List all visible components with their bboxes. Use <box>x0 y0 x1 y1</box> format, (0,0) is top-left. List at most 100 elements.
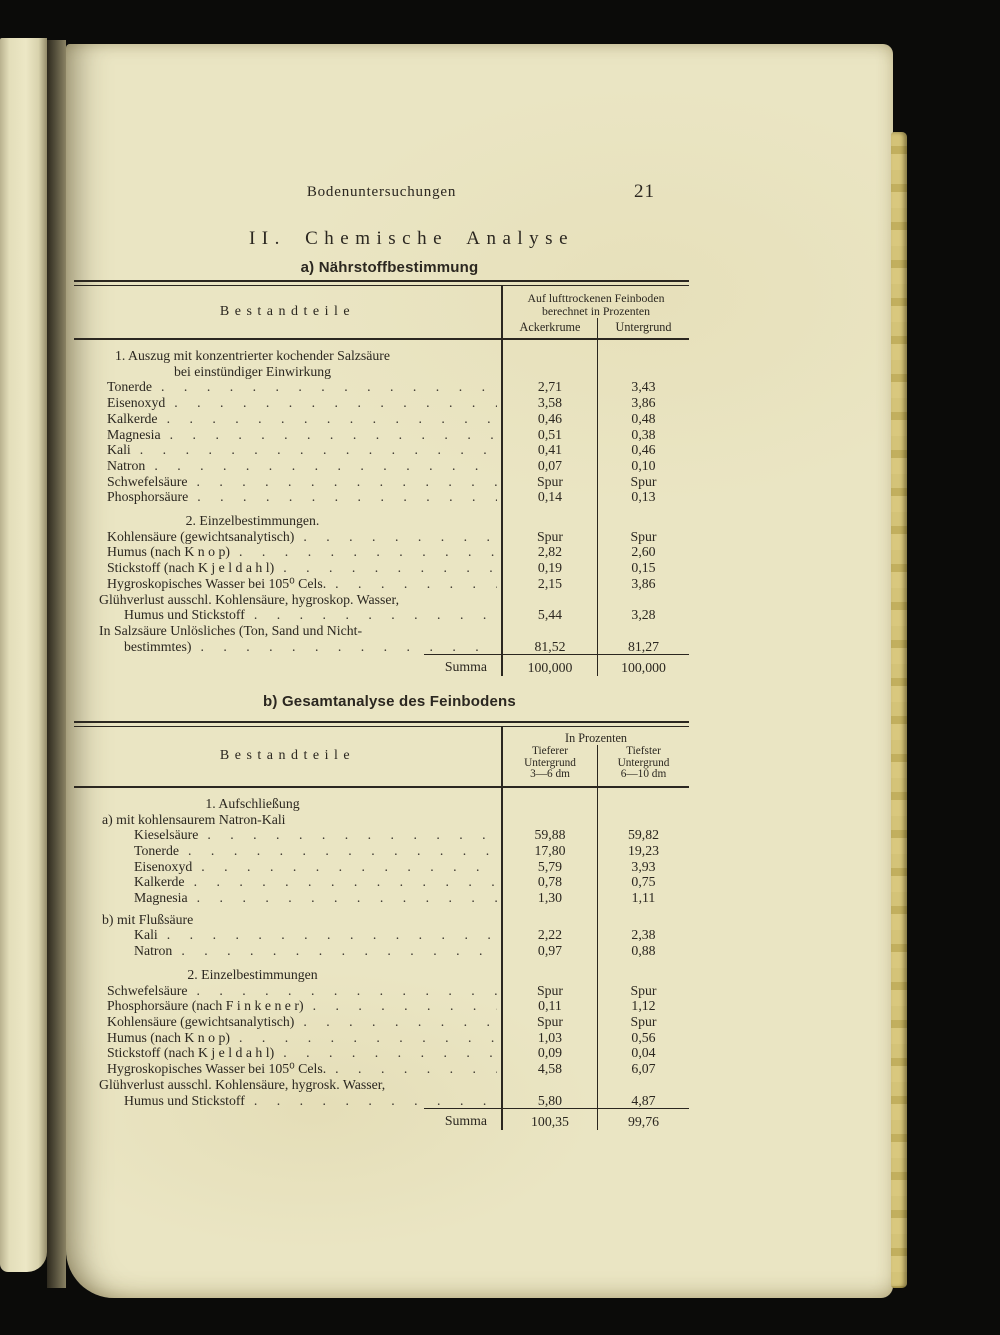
row-label: a) mit kohlensaurem Natron-Kali <box>102 811 286 827</box>
row-value: 0,51 <box>501 426 597 443</box>
row-value: Spur <box>501 982 597 999</box>
row-label: Stickstoff (nach K j e l d a h l). . . .… <box>74 560 501 576</box>
row-value: 2,60 <box>597 544 689 561</box>
subsection-a-heading: a) Nährstoffbestimmung <box>300 259 479 276</box>
column-header-tieferer-untergrund: Tieferer Untergrund 3—6 dm <box>501 745 597 786</box>
row-value: 81,52 <box>501 638 597 655</box>
row-value: 0,10 <box>597 457 689 474</box>
row-value <box>501 1076 597 1093</box>
row-value: 100,000 <box>597 654 689 677</box>
row-label: Kali. . . . . . . . . . . . . . . . . . … <box>74 927 501 943</box>
column-header-span: In Prozenten <box>501 727 689 746</box>
dot-leader: . . . . . . . . . . . . . . . . . . . . … <box>193 874 497 890</box>
row-value: 1,12 <box>597 998 689 1014</box>
dot-leader: . . . . . . . . . . . . . . . . . . . . … <box>207 827 497 843</box>
row-label: Eisenoxyd. . . . . . . . . . . . . . . .… <box>74 859 501 875</box>
row-value: 4,87 <box>597 1092 689 1109</box>
row-label: Magnesia. . . . . . . . . . . . . . . . … <box>74 890 501 906</box>
row-value: 0,75 <box>597 874 689 891</box>
row-label: Hygroskopisches Wasser bei 105⁰ Cels.. .… <box>74 576 501 592</box>
dot-leader: . . . . . . . . . . . . . . . . . . . . … <box>312 998 497 1014</box>
row-label: Kali. . . . . . . . . . . . . . . . . . … <box>74 442 501 458</box>
row-value <box>597 905 689 928</box>
double-rule <box>74 280 689 286</box>
dot-leader: . . . . . . . . . . . . . . . . . . . . … <box>169 426 497 442</box>
section-heading: 1. Auszug mit konzentrierter kochender S… <box>114 348 391 379</box>
row-value: Spur <box>597 1013 689 1030</box>
row-label: Magnesia. . . . . . . . . . . . . . . . … <box>74 427 501 443</box>
dot-leader: . . . . . . . . . . . . . . . . . . . . … <box>201 858 497 874</box>
row-value: 1,03 <box>501 1029 597 1046</box>
row-value: Spur <box>597 982 689 999</box>
row-value: Spur <box>501 528 597 545</box>
row-value: 3,58 <box>501 395 597 411</box>
row-value <box>597 505 689 529</box>
row-value: 0,13 <box>597 489 689 506</box>
row-value: 2,82 <box>501 544 597 561</box>
row-label: In Salzsäure Unlösliches (Ton, Sand und … <box>99 622 363 638</box>
dot-leader: . . . . . . . . . . . . . . . . . . . . … <box>239 544 497 560</box>
row-value <box>597 622 689 639</box>
table-a-header: Bestandteile Auf lufttrockenen Feinboden… <box>74 286 689 340</box>
row-value: 2,22 <box>501 927 597 944</box>
row-value: 81,27 <box>597 638 689 655</box>
column-header-bestandteile: Bestandteile <box>219 304 356 319</box>
summa-label: Summa <box>74 1108 501 1130</box>
dot-leader: . . . . . . . . . . . . . . . . . . . . … <box>139 442 497 458</box>
row-value: 59,88 <box>501 827 597 843</box>
dot-leader: . . . . . . . . . . . . . . . . . . . . … <box>253 1092 497 1108</box>
row-label: Schwefelsäure. . . . . . . . . . . . . .… <box>74 983 501 999</box>
column-header-span: Auf lufttrockenen Feinboden berechnet in… <box>501 286 689 318</box>
row-value: 2,15 <box>501 575 597 592</box>
row-value: 0,41 <box>501 442 597 458</box>
dot-leader: . . . . . . . . . . . . . . . . . . . . … <box>196 473 497 489</box>
row-value: 100,35 <box>501 1108 597 1130</box>
dot-leader: . . . . . . . . . . . . . . . . . . . . … <box>283 560 497 576</box>
total-analysis-table: Bestandteile In Prozenten Tieferer Unter… <box>74 721 689 1130</box>
row-value: 0,38 <box>597 426 689 443</box>
row-value: 0,11 <box>501 998 597 1014</box>
row-value <box>597 958 689 983</box>
row-label: bestimmtes). . . . . . . . . . . . . . .… <box>74 639 501 655</box>
row-value: 17,80 <box>501 842 597 859</box>
row-value: Spur <box>597 528 689 545</box>
page-content: Bodenuntersuchungen 21 II. Chemische Ana… <box>74 181 689 1130</box>
row-value <box>501 591 597 608</box>
dot-leader: . . . . . . . . . . . . . . . . . . . . … <box>197 489 497 505</box>
dot-leader: . . . . . . . . . . . . . . . . . . . . … <box>196 890 497 906</box>
row-value: 3,43 <box>597 379 689 396</box>
row-value <box>501 622 597 639</box>
row-value: 5,79 <box>501 858 597 875</box>
dot-leader: . . . . . . . . . . . . . . . . . . . . … <box>154 457 497 473</box>
row-label: Humus (nach K n o p). . . . . . . . . . … <box>74 1030 501 1046</box>
section-heading: 2. Einzelbestimmungen. <box>185 513 320 529</box>
row-value: 0,48 <box>597 410 689 427</box>
dot-leader: . . . . . . . . . . . . . . . . . . . . … <box>239 1029 497 1045</box>
row-value: 0,88 <box>597 943 689 959</box>
table-b-body: 1. Aufschließung a) mit kohlensaurem Natr… <box>74 787 689 1130</box>
dot-leader: . . . . . . . . . . . . . . . . . . . . … <box>196 982 497 998</box>
row-value: 100,000 <box>501 654 597 677</box>
chapter-title: II. Chemische Analyse <box>248 228 575 249</box>
row-label: Phosphorsäure (nach F i n k e n e r). . … <box>74 998 501 1014</box>
column-header-untergrund: Untergrund <box>597 318 689 338</box>
row-value: 0,46 <box>597 442 689 458</box>
row-value: 1,11 <box>597 890 689 906</box>
running-header-text: Bodenuntersuchungen <box>306 184 457 200</box>
dot-leader: . . . . . . . . . . . . . . . . . . . . … <box>335 575 497 591</box>
table-a-body: 1. Auszug mit konzentrierter kochender S… <box>74 340 689 677</box>
row-value <box>501 787 597 812</box>
row-label: Glühverlust ausschl. Kohlensäure, hygros… <box>99 591 400 607</box>
column-header-bestandteile: Bestandteile <box>219 748 356 764</box>
row-value <box>597 811 689 828</box>
row-label: Kalkerde. . . . . . . . . . . . . . . . … <box>74 411 501 427</box>
row-value: 0,07 <box>501 457 597 474</box>
row-value <box>501 905 597 928</box>
row-value: 5,44 <box>501 607 597 623</box>
row-value: 0,09 <box>501 1045 597 1062</box>
dot-leader: . . . . . . . . . . . . . . . . . . . . … <box>303 1013 497 1029</box>
dot-leader: . . . . . . . . . . . . . . . . . . . . … <box>181 943 497 959</box>
row-label: Phosphorsäure. . . . . . . . . . . . . .… <box>74 489 501 505</box>
row-value: Spur <box>501 1013 597 1030</box>
row-value: 59,82 <box>597 827 689 843</box>
